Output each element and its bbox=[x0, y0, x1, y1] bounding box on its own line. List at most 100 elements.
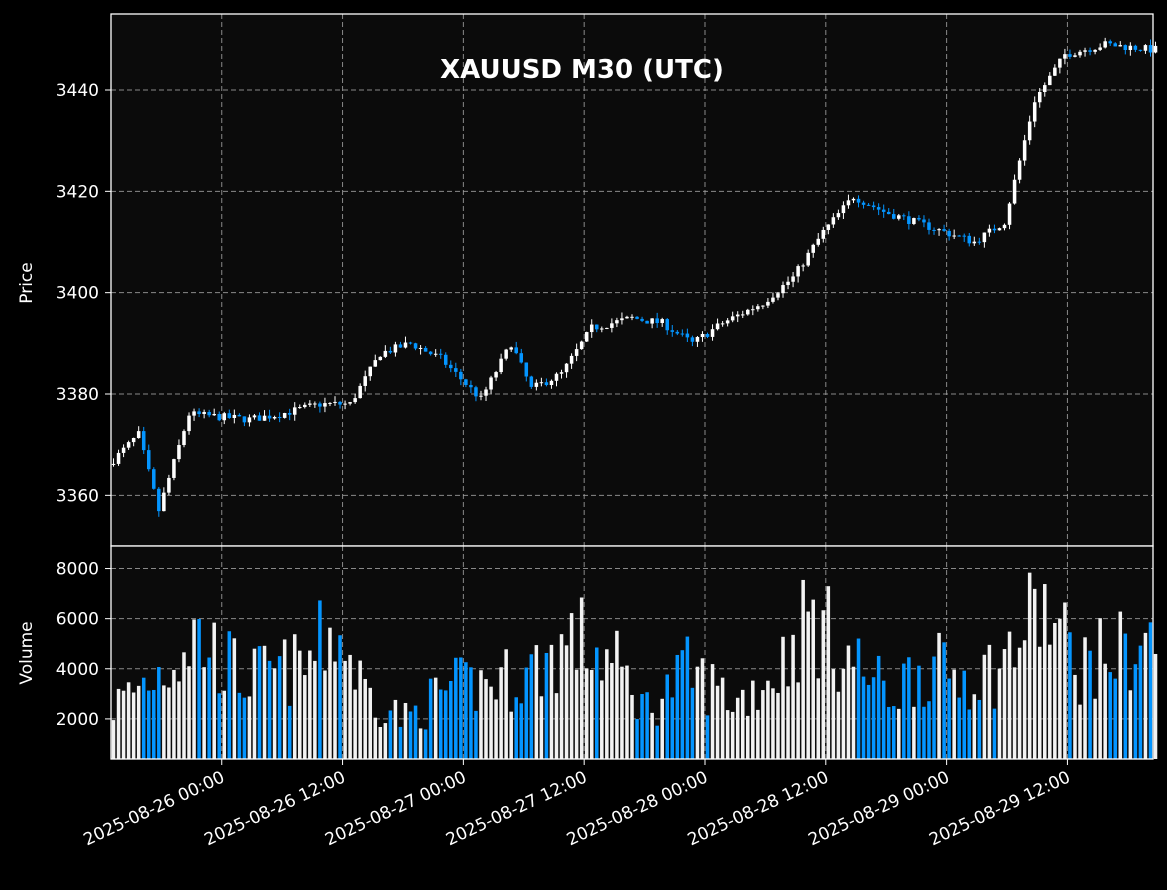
candle-body bbox=[1088, 50, 1092, 52]
volume-bar bbox=[242, 697, 247, 759]
volume-bar bbox=[700, 658, 705, 759]
candle-body bbox=[418, 347, 423, 349]
candle-body bbox=[136, 431, 141, 438]
candle-body bbox=[358, 385, 362, 399]
volume-bar bbox=[182, 652, 186, 759]
volume-bar bbox=[927, 701, 931, 759]
volume-bar bbox=[886, 706, 891, 759]
candle-body bbox=[338, 401, 342, 405]
candle-body bbox=[292, 407, 297, 415]
candle-body bbox=[1017, 160, 1022, 180]
volume-bar bbox=[529, 654, 534, 759]
volume-bar bbox=[957, 697, 961, 759]
candle-body bbox=[499, 358, 503, 373]
volume-bar bbox=[237, 692, 242, 759]
volume-bar bbox=[207, 657, 211, 759]
volume-bar bbox=[705, 715, 710, 759]
candle-body bbox=[413, 343, 418, 349]
volume-bar bbox=[539, 696, 544, 759]
candle-body bbox=[932, 229, 936, 231]
volume-bar bbox=[816, 678, 821, 759]
candle-body bbox=[655, 318, 659, 324]
candle-body bbox=[121, 447, 126, 453]
candle-body bbox=[479, 395, 483, 397]
candle-body bbox=[1123, 45, 1128, 51]
volume-bar bbox=[881, 680, 886, 759]
volume-bar bbox=[187, 666, 191, 759]
candle-body bbox=[328, 402, 332, 404]
volume-bar bbox=[544, 652, 549, 759]
volume-bar bbox=[418, 728, 423, 759]
volume-bar bbox=[479, 670, 483, 759]
candle-body bbox=[202, 411, 206, 415]
volume-bar bbox=[997, 668, 1002, 759]
candle-body bbox=[438, 353, 443, 355]
volume-bar bbox=[725, 710, 730, 759]
candle-body bbox=[917, 218, 921, 220]
volume-bar bbox=[333, 661, 337, 759]
volume-bar bbox=[212, 622, 216, 759]
volume-panel-frame bbox=[110, 545, 1154, 760]
candle-body bbox=[383, 350, 388, 357]
volume-bar bbox=[141, 677, 146, 759]
volume-bar bbox=[292, 634, 297, 759]
candle-body bbox=[786, 281, 790, 286]
volume-bar bbox=[252, 648, 257, 759]
candle-body bbox=[1037, 91, 1042, 103]
volume-bar bbox=[121, 690, 126, 759]
candle-body bbox=[720, 323, 725, 325]
volume-bar bbox=[328, 627, 332, 759]
volume-bar bbox=[126, 682, 131, 759]
candle-body bbox=[308, 403, 312, 405]
candle-body bbox=[680, 333, 685, 335]
candle-body bbox=[650, 318, 654, 324]
candle-body bbox=[1128, 45, 1133, 51]
volume-bar bbox=[1108, 672, 1112, 759]
volume-bar bbox=[1138, 645, 1143, 759]
candle-body bbox=[771, 297, 775, 302]
price-tick-label: 3400 bbox=[56, 284, 99, 304]
volume-bar bbox=[408, 711, 413, 759]
volume-bar bbox=[373, 717, 378, 759]
volume-bar bbox=[665, 674, 669, 759]
candle-body bbox=[751, 309, 755, 311]
candle-body bbox=[262, 415, 267, 421]
volume-bar bbox=[111, 720, 116, 759]
candle-body bbox=[222, 413, 227, 421]
candle-body bbox=[393, 344, 398, 353]
candle-body bbox=[459, 371, 463, 380]
candle-body bbox=[962, 235, 966, 237]
volume-bar bbox=[917, 665, 921, 759]
candle-body bbox=[927, 222, 931, 230]
candle-body bbox=[1063, 54, 1067, 59]
volume-bar bbox=[791, 634, 795, 759]
volume-bar bbox=[287, 705, 292, 759]
volume-bar bbox=[756, 709, 760, 759]
candle-body bbox=[756, 306, 760, 310]
candle-body bbox=[922, 219, 926, 223]
volume-bar bbox=[967, 709, 972, 759]
volume-bar bbox=[766, 680, 770, 759]
candle-body bbox=[947, 230, 951, 237]
volume-bar bbox=[162, 685, 166, 759]
volume-bar bbox=[947, 678, 951, 759]
volume-y-ticks: 2000 4000 6000 8000 bbox=[56, 560, 111, 730]
candle-body bbox=[227, 413, 232, 418]
volume-bar bbox=[987, 644, 992, 759]
candle-body bbox=[861, 202, 866, 205]
candle-body bbox=[740, 314, 745, 316]
volume-bar bbox=[680, 650, 685, 759]
candle-body bbox=[303, 404, 307, 408]
candle-body bbox=[1148, 45, 1153, 53]
candle-body bbox=[605, 327, 609, 329]
volume-bar bbox=[318, 600, 322, 759]
candle-body bbox=[972, 241, 977, 244]
candle-body bbox=[494, 372, 498, 378]
candle-body bbox=[1068, 54, 1072, 57]
volume-bar bbox=[962, 670, 966, 759]
candle-body bbox=[836, 213, 841, 218]
candle-body bbox=[1108, 41, 1112, 44]
candle-body bbox=[589, 324, 594, 333]
candle-body bbox=[952, 235, 956, 237]
volume-bar bbox=[1078, 704, 1082, 759]
